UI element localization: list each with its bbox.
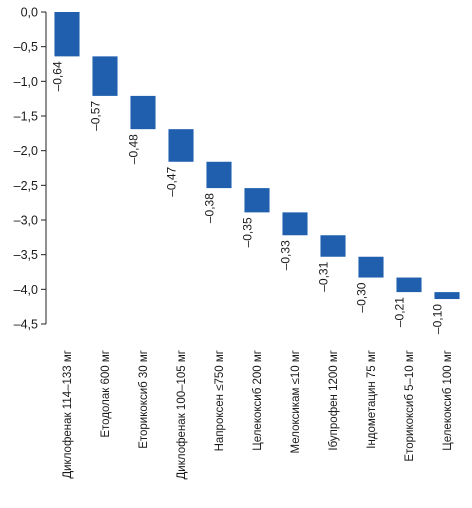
- bar: [358, 256, 384, 278]
- x-tick-label: Целекоксиб 100 мг: [442, 350, 454, 451]
- data-label: –0,48: [126, 134, 140, 164]
- value-labels: –0,64 –0,57 –0,48 –0,47 –0,38 –0,35 –0,33 –0,31…: [50, 61, 444, 334]
- y-tick-label: –4,5: [14, 318, 38, 332]
- data-label: –0,30: [354, 282, 368, 312]
- data-label: –0,21: [392, 297, 406, 327]
- bar: [434, 292, 460, 300]
- bar: [244, 188, 270, 213]
- bar: [282, 212, 308, 236]
- y-axis: 0,0 –0,5 –1,0 –1,5 –2,0 –2,5 –3,0 –3,5 –4,0 –4,5: [14, 6, 47, 332]
- x-tick-label: Індометацин 75 мг: [366, 350, 378, 449]
- bar: [206, 161, 232, 189]
- data-label: –0,35: [240, 217, 254, 247]
- bar: [54, 12, 80, 57]
- y-tick-label: –2,0: [14, 144, 38, 158]
- bar: [320, 235, 346, 257]
- bars: [54, 12, 460, 300]
- x-tick-label: Еторикоксиб 30 мг: [138, 350, 150, 449]
- bar: [92, 56, 118, 96]
- x-tick-label: Диклофенак 100–105 мг: [176, 350, 188, 480]
- data-label: –0,47: [164, 166, 178, 196]
- y-tick-label: –2,5: [14, 179, 38, 193]
- y-tick-label: –4,0: [14, 283, 38, 297]
- y-tick-label: –0,5: [14, 40, 38, 54]
- data-label: –0,33: [278, 240, 292, 270]
- x-tick-label: Мелоксикам ≤10 мг: [290, 350, 302, 453]
- data-label: –0,57: [88, 101, 102, 131]
- data-label: –0,31: [316, 261, 330, 291]
- x-tick-label: Напроксен ≤750 мг: [214, 350, 226, 451]
- y-tick-label: 0,0: [21, 6, 38, 20]
- x-tick-label: Еторикоксиб 5–10 мг: [404, 350, 416, 462]
- category-labels: Диклофенак 114–133 мг Етодолак 600 мг Етор…: [62, 350, 454, 480]
- x-tick-label: Етодолак 600 мг: [100, 350, 112, 438]
- bar: [168, 129, 194, 162]
- y-tick-label: –1,0: [14, 75, 38, 89]
- y-tick-label: –3,5: [14, 248, 38, 262]
- data-label: –0,10: [430, 304, 444, 334]
- y-tick-label: –3,0: [14, 214, 38, 228]
- y-tick-label: –1,5: [14, 110, 38, 124]
- data-label: –0,38: [202, 193, 216, 223]
- bar: [396, 277, 422, 293]
- bar: [130, 95, 156, 130]
- x-tick-label: Диклофенак 114–133 мг: [62, 350, 74, 479]
- x-tick-label: Целекоксиб 200 мг: [252, 350, 264, 451]
- x-tick-label: Ібупрофен 1200 мг: [328, 350, 340, 451]
- data-label: –0,64: [50, 61, 64, 91]
